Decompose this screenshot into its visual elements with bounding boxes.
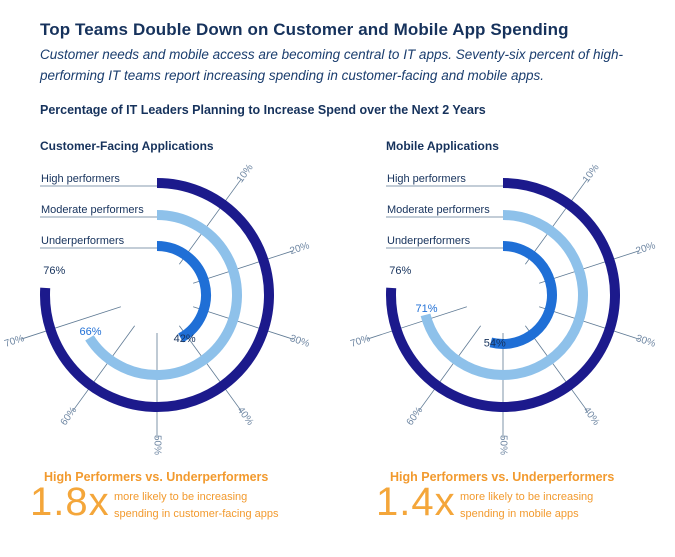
legend-label: Moderate performers bbox=[41, 204, 144, 216]
scale-tick-label: 40% bbox=[235, 405, 256, 428]
comparison-heading: High Performers vs. Underperformers bbox=[390, 470, 615, 484]
chart-subhead: Percentage of IT Leaders Planning to Inc… bbox=[40, 103, 486, 117]
radial-chart: 10% 20% 30% 40% 50% 60% 70% High performers Mode… bbox=[349, 162, 657, 455]
scale-tick-label: 70% bbox=[3, 333, 26, 350]
arc-moderate-performers bbox=[85, 210, 242, 380]
scale-tick-label: 20% bbox=[288, 240, 311, 257]
scale-spoke bbox=[179, 179, 242, 265]
value-label: 54% bbox=[484, 337, 506, 349]
scale-tick-label: 10% bbox=[235, 162, 256, 185]
scale-spoke bbox=[193, 250, 294, 284]
scale-tick-label: 50% bbox=[497, 435, 508, 455]
scale-spoke bbox=[539, 306, 640, 340]
scale-tick-label: 70% bbox=[349, 333, 372, 350]
page-title: Top Teams Double Down on Customer and Mo… bbox=[40, 20, 569, 39]
scale-spoke bbox=[179, 325, 242, 411]
arc-high-performers bbox=[386, 178, 620, 412]
value-label: 76% bbox=[43, 265, 65, 277]
comparison-multiplier: 1.4x bbox=[376, 480, 456, 524]
scale-tick-label: 20% bbox=[634, 240, 657, 257]
legend-label: High performers bbox=[41, 173, 120, 185]
mobile-panel: Mobile Applications 10% 20% 30% 40% 50% 60% 70… bbox=[346, 0, 666, 557]
scale-spoke bbox=[418, 325, 481, 411]
comparison-description: more likely to be increasing spending in… bbox=[114, 491, 279, 520]
comparison-description: more likely to be increasing spending in… bbox=[460, 491, 594, 520]
scale-tick-label: 30% bbox=[288, 333, 311, 350]
scale-tick-label: 60% bbox=[405, 405, 426, 428]
value-label: 42% bbox=[174, 333, 196, 345]
scale-spoke bbox=[539, 250, 640, 284]
scale-tick-label: 60% bbox=[59, 405, 80, 428]
legend-label: Underperformers bbox=[41, 235, 125, 247]
panel-title: Mobile Applications bbox=[386, 139, 499, 153]
comparison-heading: High Performers vs. Underperformers bbox=[44, 470, 269, 484]
scale-tick-label: 50% bbox=[151, 435, 162, 455]
legend-label: High performers bbox=[387, 173, 466, 185]
legend-label: Moderate performers bbox=[387, 204, 490, 216]
legend-label: Underperformers bbox=[387, 235, 471, 247]
scale-spoke bbox=[72, 325, 135, 411]
panel-title: Customer-Facing Applications bbox=[40, 139, 214, 153]
scale-spoke bbox=[525, 179, 588, 265]
arc-moderate-performers bbox=[420, 210, 588, 380]
scale-tick-label: 30% bbox=[634, 333, 657, 350]
scale-tick-label: 40% bbox=[581, 405, 602, 428]
comparison-multiplier: 1.8x bbox=[30, 480, 110, 524]
arc-underperformers bbox=[156, 241, 211, 343]
radial-chart: 10% 20% 30% 40% 50% 60% 70% High performers Mode… bbox=[3, 162, 311, 455]
value-label: 76% bbox=[389, 265, 411, 277]
scale-spoke bbox=[366, 306, 467, 340]
scale-spoke bbox=[193, 306, 294, 340]
scale-spoke bbox=[525, 325, 588, 411]
arc-underperformers bbox=[489, 241, 557, 349]
value-label: 66% bbox=[79, 326, 101, 338]
page-subtitle: Customer needs and mobile access are bec… bbox=[40, 47, 624, 83]
arc-high-performers bbox=[40, 178, 274, 412]
scale-tick-label: 10% bbox=[581, 162, 602, 185]
scale-spoke bbox=[20, 306, 121, 340]
value-label: 71% bbox=[416, 303, 438, 315]
customer-facing-panel: Customer-Facing Applications 10% 20% 30% 40… bbox=[0, 0, 320, 557]
